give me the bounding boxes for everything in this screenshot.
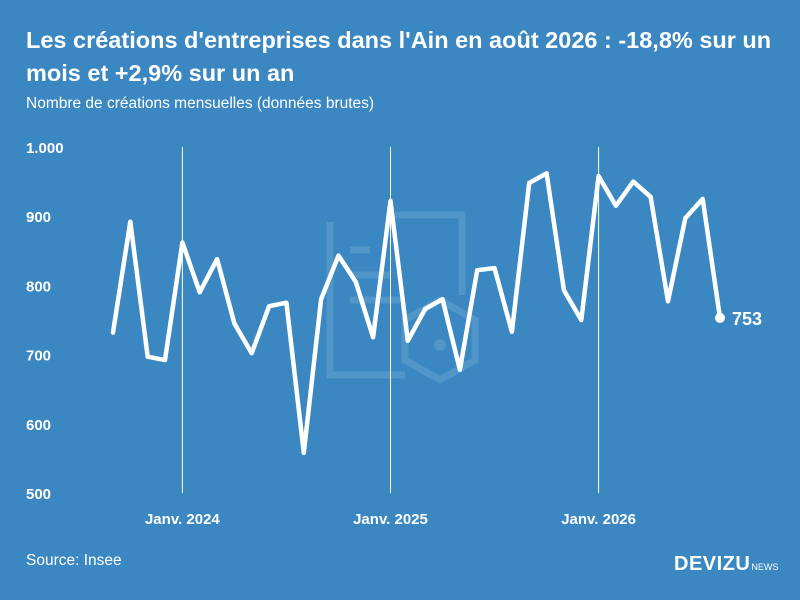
x-tick-label: Janv. 2026 bbox=[561, 511, 636, 528]
brand-suffix: NEWS bbox=[751, 562, 779, 572]
y-tick-label: 900 bbox=[26, 209, 51, 226]
x-tick-label: Janv. 2025 bbox=[353, 511, 428, 528]
brand-logo: DEVIZU NEWS bbox=[674, 553, 778, 575]
source-note: Source: Insee bbox=[26, 552, 122, 569]
series-line bbox=[110, 171, 723, 456]
chart-title: Les créations d'entreprises dans l'Ain e… bbox=[26, 27, 772, 86]
y-tick-label: 500 bbox=[26, 486, 51, 503]
chart-subtitle: Nombre de créations mensuelles (données … bbox=[26, 95, 375, 112]
last-value-label: 753 bbox=[732, 309, 762, 329]
x-tick-label: Janv. 2024 bbox=[145, 511, 220, 528]
y-tick-label: 600 bbox=[26, 417, 51, 434]
y-tick-label: 700 bbox=[26, 348, 51, 365]
y-tick-label: 1.000 bbox=[26, 140, 64, 157]
y-tick-label: 800 bbox=[26, 278, 51, 295]
last-point-marker bbox=[715, 312, 725, 323]
brand-name: DEVIZU bbox=[674, 553, 751, 575]
